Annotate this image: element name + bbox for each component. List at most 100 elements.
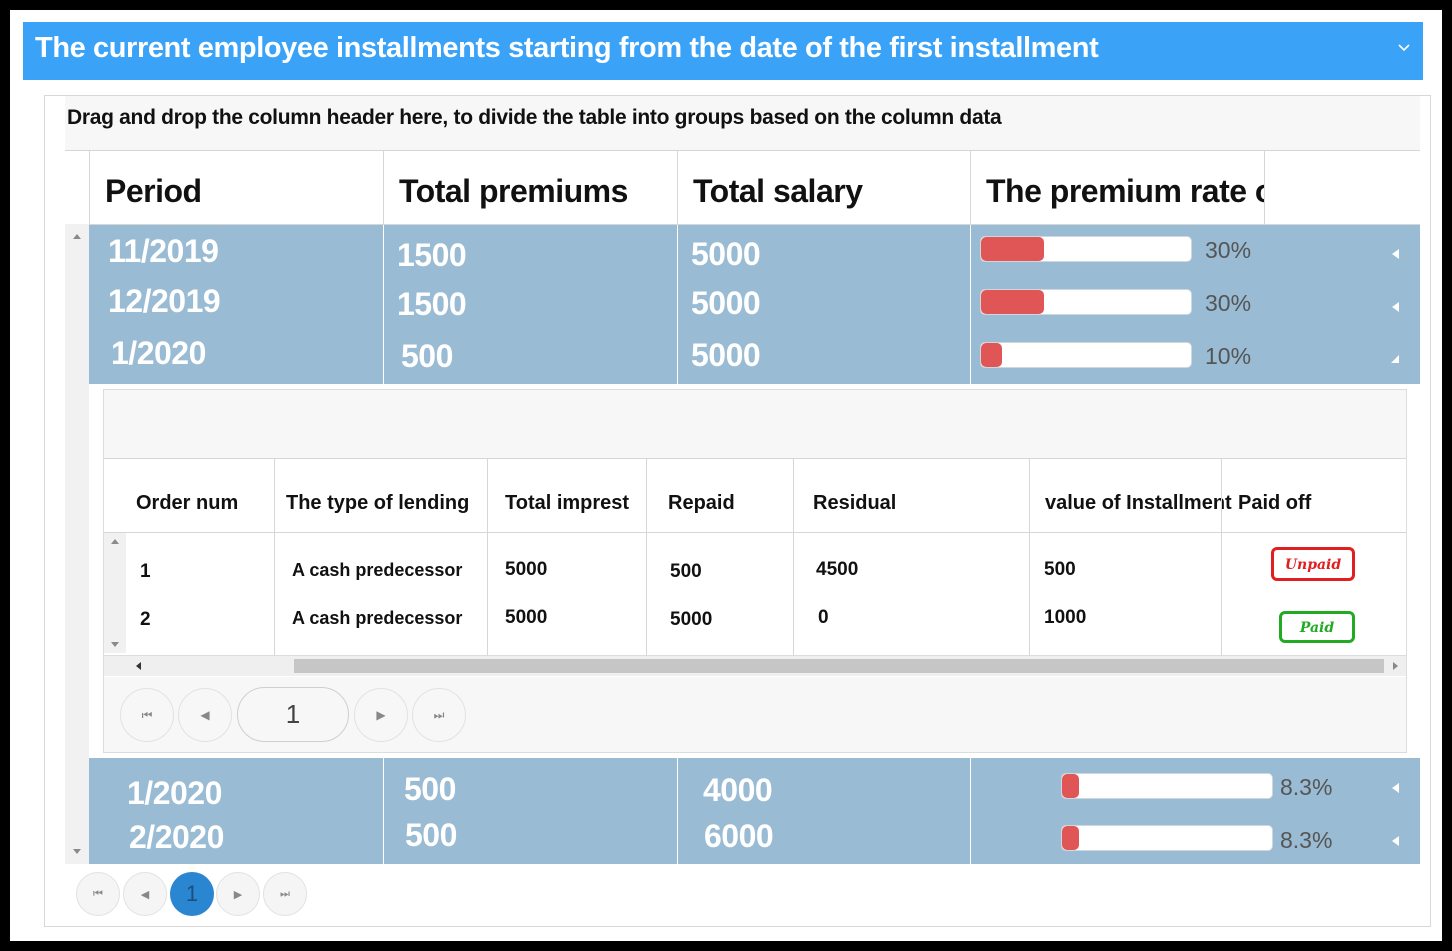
- divider: [487, 459, 488, 655]
- first-page-button[interactable]: ⏮: [120, 688, 174, 742]
- detail-cell-residual: 0: [818, 607, 829, 628]
- divider: [274, 459, 275, 655]
- detail-col-installment[interactable]: value of Installment: [1045, 459, 1232, 533]
- detail-grid: Order num The type of lending Total impr…: [104, 458, 1406, 677]
- scroll-left-icon[interactable]: [136, 662, 141, 670]
- column-label: The premium rate of...: [986, 173, 1310, 209]
- detail-col-total-imprest[interactable]: Total imprest: [505, 459, 655, 533]
- main-vertical-scrollbar[interactable]: [65, 224, 89, 864]
- column-header-premium-rate[interactable]: The premium rate of...: [970, 150, 1310, 225]
- unpaid-stamp: Unpaid: [1271, 547, 1355, 581]
- column-header-total-premiums[interactable]: Total premiums: [383, 150, 677, 225]
- scroll-down-icon[interactable]: [111, 642, 119, 647]
- last-page-button[interactable]: ⏭: [412, 688, 466, 742]
- detail-col-order-num[interactable]: Order num: [136, 459, 276, 533]
- detail-vertical-scrollbar[interactable]: [104, 533, 126, 653]
- column-label: value of Installment: [1045, 492, 1232, 514]
- divider: [1029, 459, 1030, 655]
- divider: [383, 225, 384, 384]
- cell-salary: 5000: [691, 285, 761, 321]
- detail-cell-installment: 1000: [1044, 607, 1087, 628]
- cell-salary: 5000: [691, 337, 761, 373]
- column-header-total-salary[interactable]: Total salary: [677, 150, 970, 225]
- divider: [677, 758, 678, 864]
- scroll-right-icon[interactable]: [1393, 662, 1398, 670]
- premium-rate-bar: [1061, 773, 1273, 799]
- next-page-button[interactable]: ▶: [354, 688, 408, 742]
- column-label: Paid off: [1238, 492, 1312, 514]
- scroll-thumb[interactable]: [294, 659, 1384, 673]
- detail-cell-type: A cash predecessor: [292, 560, 463, 580]
- cell-premiums: 500: [404, 771, 456, 807]
- cell-premiums: 1500: [397, 237, 467, 273]
- group-drop-zone[interactable]: [65, 96, 1420, 151]
- premium-rate-label: 10%: [1205, 343, 1252, 369]
- divider: [383, 150, 384, 225]
- scroll-down-icon[interactable]: [73, 849, 81, 854]
- premium-rate-fill: [1062, 826, 1080, 850]
- cell-period: 12/2019: [108, 283, 221, 319]
- chevron-down-icon[interactable]: [1397, 40, 1411, 54]
- next-page-icon: ▶: [233, 888, 243, 901]
- collapse-row-icon[interactable]: [1391, 355, 1399, 363]
- section-header[interactable]: The current employee installments starti…: [23, 22, 1423, 80]
- last-page-icon: ⏭: [280, 887, 290, 900]
- expand-row-icon[interactable]: [1392, 302, 1399, 312]
- grid-panel: Drag and drop the column header here, to…: [44, 95, 1431, 927]
- detail-col-type[interactable]: The type of lending: [286, 459, 486, 533]
- detail-horizontal-scrollbar[interactable]: [104, 655, 1406, 676]
- premium-rate-label: 8.3%: [1280, 827, 1333, 853]
- cell-period: 2/2020: [129, 819, 224, 855]
- scroll-up-icon[interactable]: [73, 234, 81, 239]
- premium-rate-fill: [1062, 774, 1080, 798]
- detail-cell-type: A cash predecessor: [292, 608, 463, 628]
- divider: [970, 150, 971, 225]
- next-page-icon: ▶: [376, 708, 386, 722]
- prev-page-button[interactable]: ◀: [178, 688, 232, 742]
- detail-cell-order: 1: [140, 561, 151, 582]
- column-label: Period: [105, 173, 202, 209]
- cell-salary: 4000: [703, 772, 773, 808]
- premium-rate-fill: [981, 237, 1044, 261]
- expand-row-icon[interactable]: [1392, 783, 1399, 793]
- expand-row-icon[interactable]: [1392, 836, 1399, 846]
- divider: [970, 758, 971, 864]
- paid-stamp: Paid: [1279, 611, 1355, 643]
- divider: [677, 150, 678, 225]
- main-first-page-button[interactable]: ⏮: [76, 872, 120, 916]
- cell-salary: 6000: [704, 818, 774, 854]
- premium-rate-bar: [980, 342, 1192, 368]
- cell-premiums: 1500: [397, 286, 467, 322]
- detail-cell-repaid: 500: [670, 561, 702, 582]
- detail-grid-panel: Order num The type of lending Total impr…: [103, 389, 1407, 753]
- detail-cell-residual: 4500: [816, 559, 859, 580]
- main-prev-page-button[interactable]: ◀: [123, 872, 167, 916]
- first-page-icon: ⏮: [93, 887, 103, 900]
- main-current-page[interactable]: 1: [170, 872, 214, 916]
- premium-rate-bar: [980, 236, 1192, 262]
- cell-salary: 5000: [691, 236, 761, 272]
- divider: [89, 150, 90, 225]
- detail-col-residual[interactable]: Residual: [813, 459, 1013, 533]
- main-last-page-button[interactable]: ⏭: [263, 872, 307, 916]
- cell-premiums: 500: [405, 817, 457, 853]
- divider: [970, 225, 971, 384]
- premium-rate-label: 8.3%: [1280, 774, 1333, 800]
- current-page-pill[interactable]: 1: [237, 687, 349, 742]
- premium-rate-bar: [980, 289, 1192, 315]
- premium-rate-fill: [981, 290, 1044, 314]
- premium-rate-label: 30%: [1205, 290, 1252, 316]
- column-label: Order num: [136, 492, 239, 514]
- column-label: Repaid: [668, 492, 735, 514]
- detail-col-paid-off[interactable]: Paid off: [1238, 459, 1398, 533]
- scroll-up-icon[interactable]: [111, 539, 119, 544]
- section-title: The current employee installments starti…: [35, 32, 1099, 64]
- premium-rate-bar: [1061, 825, 1273, 851]
- expand-row-icon[interactable]: [1392, 249, 1399, 259]
- cell-period: 1/2020: [111, 335, 206, 371]
- detail-col-repaid[interactable]: Repaid: [668, 459, 798, 533]
- main-next-page-button[interactable]: ▶: [216, 872, 260, 916]
- premium-rate-fill: [981, 343, 1002, 367]
- column-header-period[interactable]: Period: [89, 150, 383, 225]
- divider: [383, 758, 384, 864]
